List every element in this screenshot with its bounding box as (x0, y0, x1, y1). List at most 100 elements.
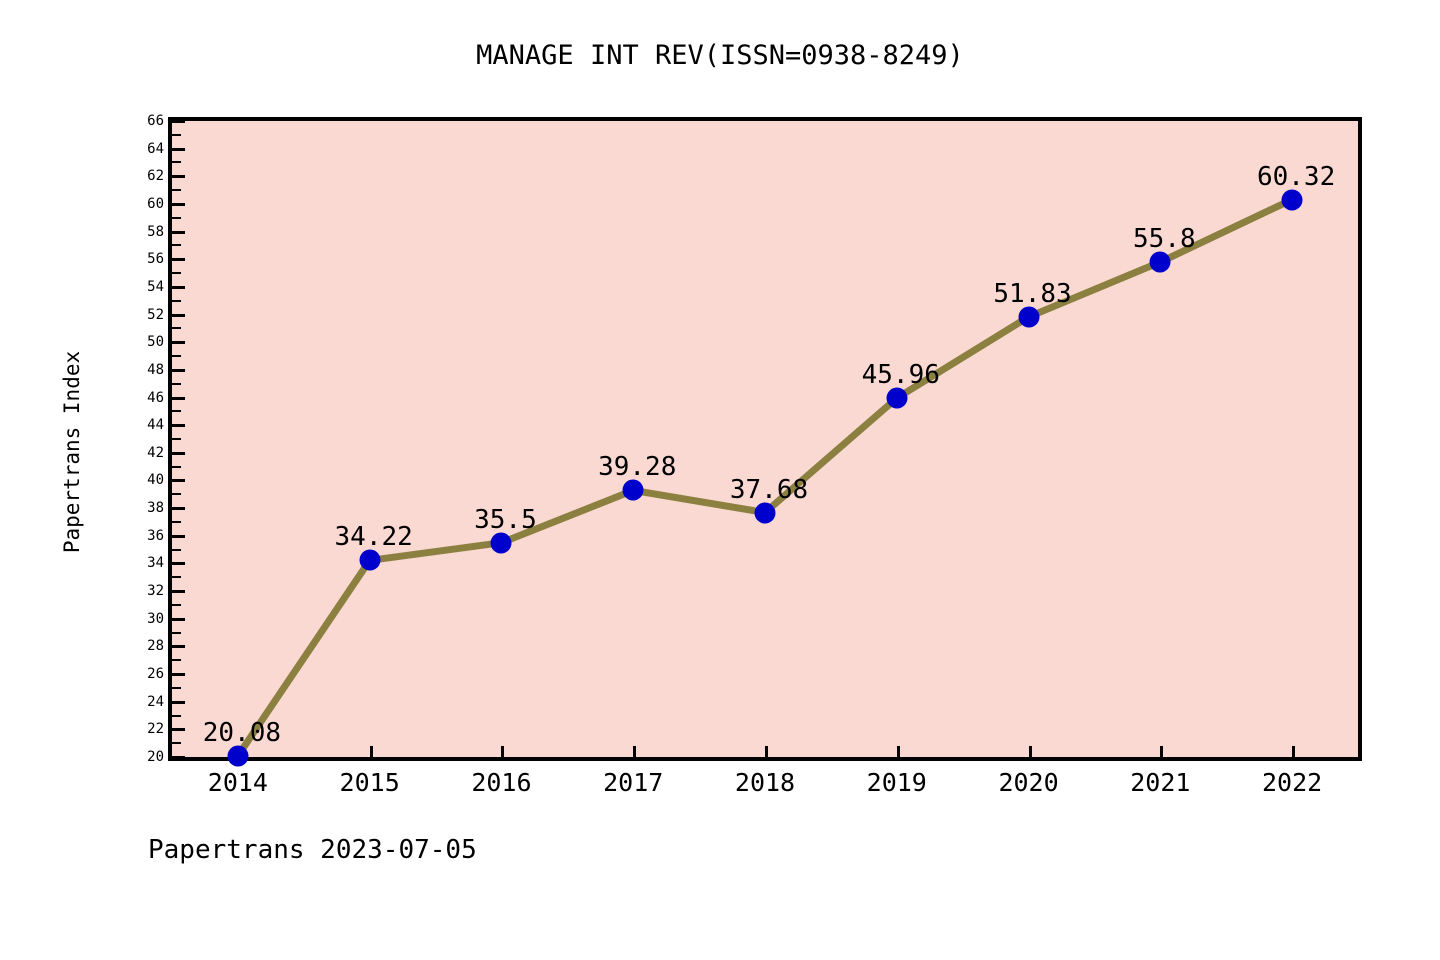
chart-title: MANAGE INT REV(ISSN=0938-8249) (476, 40, 964, 71)
x-tick-major (369, 746, 373, 757)
x-tick-label: 2021 (1130, 768, 1191, 797)
data-point-marker[interactable] (1281, 189, 1303, 211)
x-tick-label: 2018 (734, 768, 796, 797)
y-tick-minor (172, 161, 181, 164)
y-tick-label: 64 (147, 140, 164, 157)
y-tick-minor (172, 493, 181, 496)
y-tick-major (172, 479, 185, 483)
data-point-label: 51.83 (993, 278, 1072, 309)
y-tick-label: 48 (147, 361, 164, 378)
y-tick-minor (172, 327, 181, 330)
y-tick-major (172, 147, 185, 151)
y-tick-label: 22 (147, 721, 164, 738)
y-tick-label: 56 (147, 251, 164, 268)
y-tick-label: 34 (147, 555, 164, 572)
data-point-label: 45.96 (861, 360, 940, 391)
x-tick-label: 2016 (471, 768, 532, 797)
y-tick-label: 42 (147, 444, 164, 461)
y-tick-label: 52 (147, 306, 164, 323)
x-tick-label: 2020 (998, 768, 1059, 797)
y-tick-minor (172, 576, 181, 579)
x-tick-major (1028, 746, 1032, 757)
data-point-marker[interactable] (622, 479, 644, 501)
data-point-marker[interactable] (227, 745, 249, 767)
y-tick-major (172, 341, 185, 345)
data-point-label: 55.8 (1133, 224, 1196, 255)
y-tick-label: 40 (147, 472, 164, 489)
y-tick-major (172, 645, 185, 649)
y-tick-major (172, 175, 185, 179)
y-tick-label: 28 (147, 638, 164, 655)
y-tick-minor (172, 382, 181, 385)
data-point-marker[interactable] (490, 532, 512, 554)
y-tick-major (172, 562, 185, 566)
y-tick-minor (172, 465, 181, 468)
x-tick-label: 2017 (603, 768, 664, 797)
y-tick-minor (172, 686, 181, 689)
x-tick-label: 2015 (339, 768, 400, 797)
y-tick-label: 36 (147, 527, 164, 544)
y-tick-major (172, 617, 185, 621)
data-point-marker[interactable] (1018, 306, 1040, 328)
data-point-marker[interactable] (1149, 251, 1171, 273)
y-tick-minor (172, 355, 181, 358)
y-tick-label: 30 (147, 610, 164, 627)
y-tick-major (172, 202, 185, 206)
footer-note: Papertrans 2023-07-05 (148, 835, 477, 865)
x-tick-major (1292, 746, 1296, 757)
y-tick-minor (172, 520, 181, 523)
y-tick-major (172, 285, 185, 289)
y-tick-minor (172, 659, 181, 662)
y-tick-label: 38 (147, 500, 164, 517)
y-tick-minor (172, 272, 181, 275)
y-tick-minor (172, 548, 181, 551)
data-point-label: 34.22 (334, 522, 413, 553)
y-tick-minor (172, 742, 181, 745)
y-tick-major (172, 673, 185, 677)
y-tick-minor (172, 714, 181, 717)
x-tick-major (501, 746, 505, 757)
x-tick-major (633, 746, 637, 757)
data-point-marker[interactable] (754, 502, 776, 524)
x-tick-label: 2019 (866, 768, 927, 797)
y-tick-label: 66 (147, 113, 164, 129)
y-tick-major (172, 756, 185, 759)
y-tick-label: 24 (147, 693, 164, 710)
data-point-label: 60.32 (1256, 161, 1336, 192)
y-tick-minor (172, 410, 181, 413)
y-tick-label: 54 (147, 278, 164, 295)
y-tick-label: 60 (147, 195, 164, 212)
y-tick-minor (172, 299, 181, 302)
y-tick-major (172, 700, 185, 704)
y-tick-major (172, 534, 185, 538)
y-tick-major (172, 424, 185, 428)
y-tick-minor (172, 438, 181, 440)
y-tick-major (172, 313, 185, 317)
y-tick-major (172, 507, 185, 511)
data-point-marker[interactable] (359, 549, 381, 571)
y-tick-minor (172, 216, 181, 219)
x-tick-major (765, 746, 768, 757)
y-tick-label: 50 (147, 334, 164, 351)
y-tick-label: 46 (147, 389, 164, 406)
y-tick-minor (172, 189, 181, 192)
data-point-label: 20.08 (202, 717, 282, 748)
y-tick-major (172, 728, 185, 732)
y-tick-minor (172, 133, 181, 136)
x-tick-major (1160, 746, 1164, 757)
data-point-label: 35.5 (474, 504, 537, 535)
x-tick-label: 2014 (207, 768, 268, 797)
y-tick-label: 32 (147, 583, 164, 600)
plot-inner: 20.08 34.22 35.5 39.28 37.68 45.96 51.83 55.8 60… (172, 120, 1358, 767)
data-point-label: 39.28 (598, 452, 677, 483)
y-tick-label: 26 (147, 666, 164, 683)
y-tick-major (172, 396, 185, 400)
x-tick-major (896, 746, 900, 757)
y-tick-major (172, 120, 185, 123)
y-tick-label: 62 (147, 168, 164, 185)
data-point-marker[interactable] (886, 387, 908, 409)
y-tick-label: 58 (147, 223, 164, 240)
y-tick-major (172, 230, 185, 234)
y-tick-major (172, 451, 185, 455)
